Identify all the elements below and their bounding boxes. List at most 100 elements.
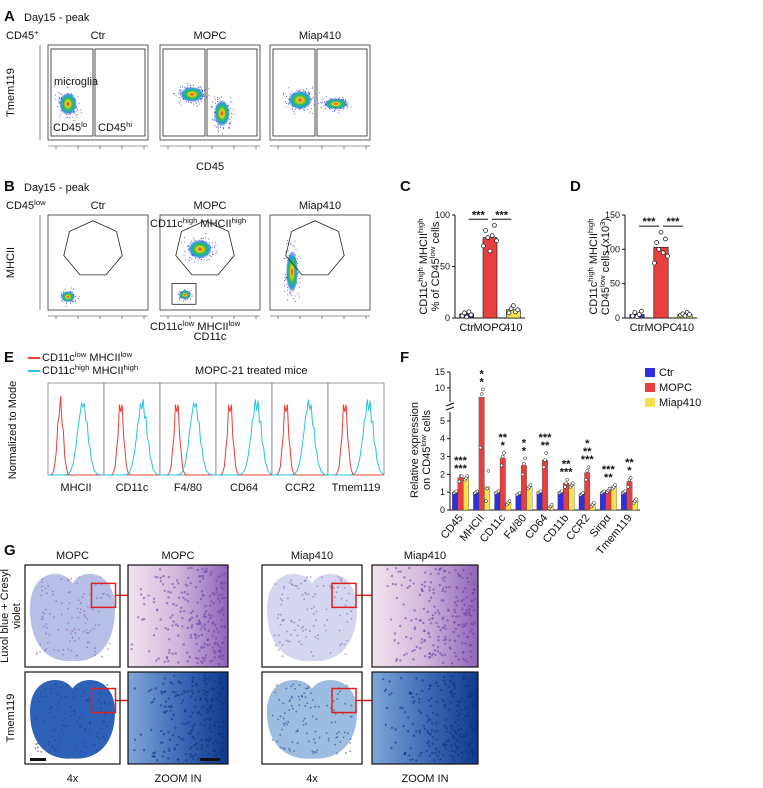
texture [323,624,326,627]
panel-title: Day15 - peak [24,182,90,194]
texture [173,747,176,750]
event-dot [215,253,217,255]
texture [201,593,205,597]
texture [314,730,317,733]
event-dot [216,98,218,100]
plot-frame [47,44,149,141]
event-dot [66,117,68,119]
texture [437,639,440,642]
texture [292,683,295,686]
texture [199,696,202,699]
event-dot [284,279,286,281]
texture [300,626,303,629]
texture [65,628,68,631]
event-dot [343,98,345,100]
texture [305,687,307,690]
texture [453,687,457,690]
texture [434,751,437,755]
micrograph [127,671,229,765]
gate [206,48,258,137]
texture [347,732,349,735]
data-point [506,310,512,316]
texture [191,609,194,613]
texture [220,593,223,597]
texture [53,748,56,750]
texture [200,590,204,593]
texture [450,728,453,731]
texture [442,638,446,642]
event-dot [285,257,287,259]
texture [97,610,100,613]
texture [349,742,351,744]
texture [40,585,43,588]
texture [53,649,55,651]
texture [210,706,213,710]
texture [336,697,339,700]
texture [279,623,282,626]
texture [149,688,153,691]
bar [473,492,480,511]
texture [94,584,97,587]
texture [108,700,111,703]
event-dot [64,288,66,290]
texture [431,751,434,755]
texture [160,690,163,693]
texture [221,702,225,705]
texture [447,685,450,688]
event-dot [189,256,191,258]
texture [420,587,423,591]
event-dot [215,102,217,104]
texture [468,745,471,748]
micrograph [261,564,386,668]
text-segment: high [75,363,90,372]
histogram-curve [328,404,384,476]
texture [99,727,102,730]
texture [443,624,447,627]
event-dot [178,291,180,293]
texture [303,717,306,720]
texture [456,572,460,575]
texture [446,619,449,622]
texture [187,567,190,570]
significance: *** [454,463,468,475]
texture [292,707,295,710]
texture [429,704,432,708]
event-dot [180,100,182,102]
texture [434,722,438,725]
texture [306,732,308,735]
texture [312,613,315,615]
texture [436,650,440,653]
texture [424,571,427,574]
data-point [507,499,512,503]
texture [335,591,338,594]
texture [86,646,89,649]
texture [211,591,215,595]
texture [213,724,217,727]
event-dot [191,295,193,297]
texture [297,624,300,627]
texture [471,632,475,635]
y-axis-label: Normalized to Mode [7,381,19,479]
data-point [478,445,483,450]
event-dot [78,296,80,298]
texture [409,747,412,750]
texture [171,734,175,737]
texture [291,696,293,699]
texture [221,658,224,661]
texture [190,695,193,698]
texture [329,585,331,587]
texture [461,677,464,681]
texture [40,750,43,753]
event-dot [221,133,223,135]
texture [410,619,413,622]
texture [221,641,224,645]
texture [435,621,438,625]
text-segment: CD11c [150,218,183,230]
texture [164,700,168,703]
texture [309,576,312,578]
texture [195,747,199,750]
event-dot [195,102,197,104]
texture [54,739,57,741]
texture [421,589,424,593]
texture [208,723,212,727]
